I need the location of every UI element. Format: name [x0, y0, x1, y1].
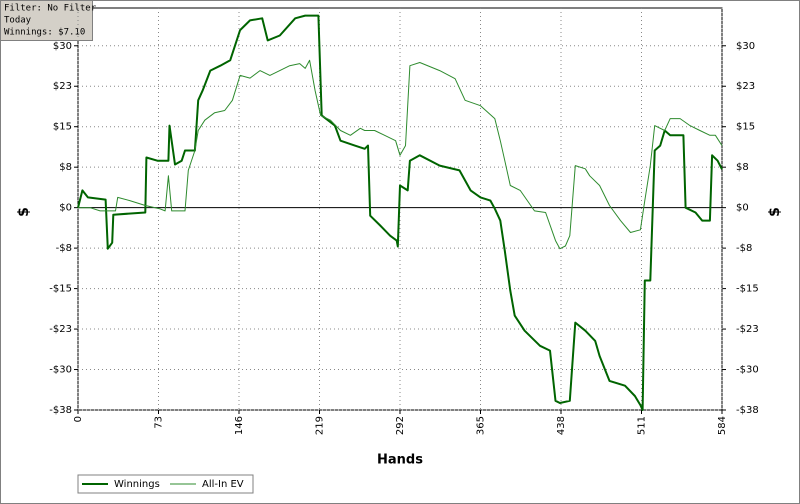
y2-tick-label: $15 — [736, 122, 755, 133]
y2-tick-label: -$15 — [736, 284, 759, 295]
y2-tick-label: -$30 — [736, 365, 759, 376]
y2-tick-label: $30 — [736, 41, 755, 52]
x-tick-label: 0 — [73, 416, 84, 422]
y2-tick-label: -$23 — [736, 324, 759, 335]
x-tick-label: 365 — [476, 416, 487, 435]
y-tick-label: -$23 — [49, 324, 72, 335]
x-tick-label: 292 — [395, 416, 406, 435]
info-box-bg — [0, 0, 93, 41]
legend-label: All-In EV — [202, 479, 244, 490]
y-tick-label: -$15 — [49, 284, 72, 295]
y-tick-label: $8 — [59, 162, 72, 173]
info-text: Today — [4, 16, 32, 26]
y-tick-label: -$30 — [49, 365, 72, 376]
legend — [77, 474, 254, 494]
x-tick-label: 584 — [717, 416, 728, 435]
x-tick-label: 438 — [556, 416, 567, 435]
y2-tick-label: $0 — [736, 203, 749, 214]
info-box: Filter: No Filter Today Winnings: $7.10 — [0, 0, 97, 41]
legend-label: Winnings — [114, 479, 160, 490]
y-tick-label: $15 — [53, 122, 72, 133]
x-tick-label: 511 — [637, 416, 648, 435]
y2-tick-label: $23 — [736, 81, 755, 92]
y-tick-label: $23 — [53, 81, 72, 92]
y2-tick-label: $8 — [736, 162, 749, 173]
info-text: Winnings: $7.10 — [4, 28, 85, 38]
x-tick-label: 146 — [234, 416, 245, 435]
series-line — [77, 14, 723, 411]
y-tick-label: $30 — [53, 41, 72, 52]
y-tick-label: -$8 — [56, 243, 72, 254]
x-axis-label: Hands — [377, 453, 423, 468]
y-axis-label: $ — [16, 207, 32, 217]
y2-tick-label: -$38 — [736, 405, 759, 416]
x-tick-label: 219 — [315, 416, 326, 435]
series-line — [78, 59, 723, 250]
y2-axis-label: $ — [767, 207, 783, 217]
y-tick-label: -$38 — [49, 405, 72, 416]
y-tick-label: $0 — [59, 203, 72, 214]
info-text: Filter: No Filter — [4, 4, 97, 14]
x-tick-label: 73 — [154, 416, 165, 429]
y2-tick-label: -$8 — [736, 243, 752, 254]
